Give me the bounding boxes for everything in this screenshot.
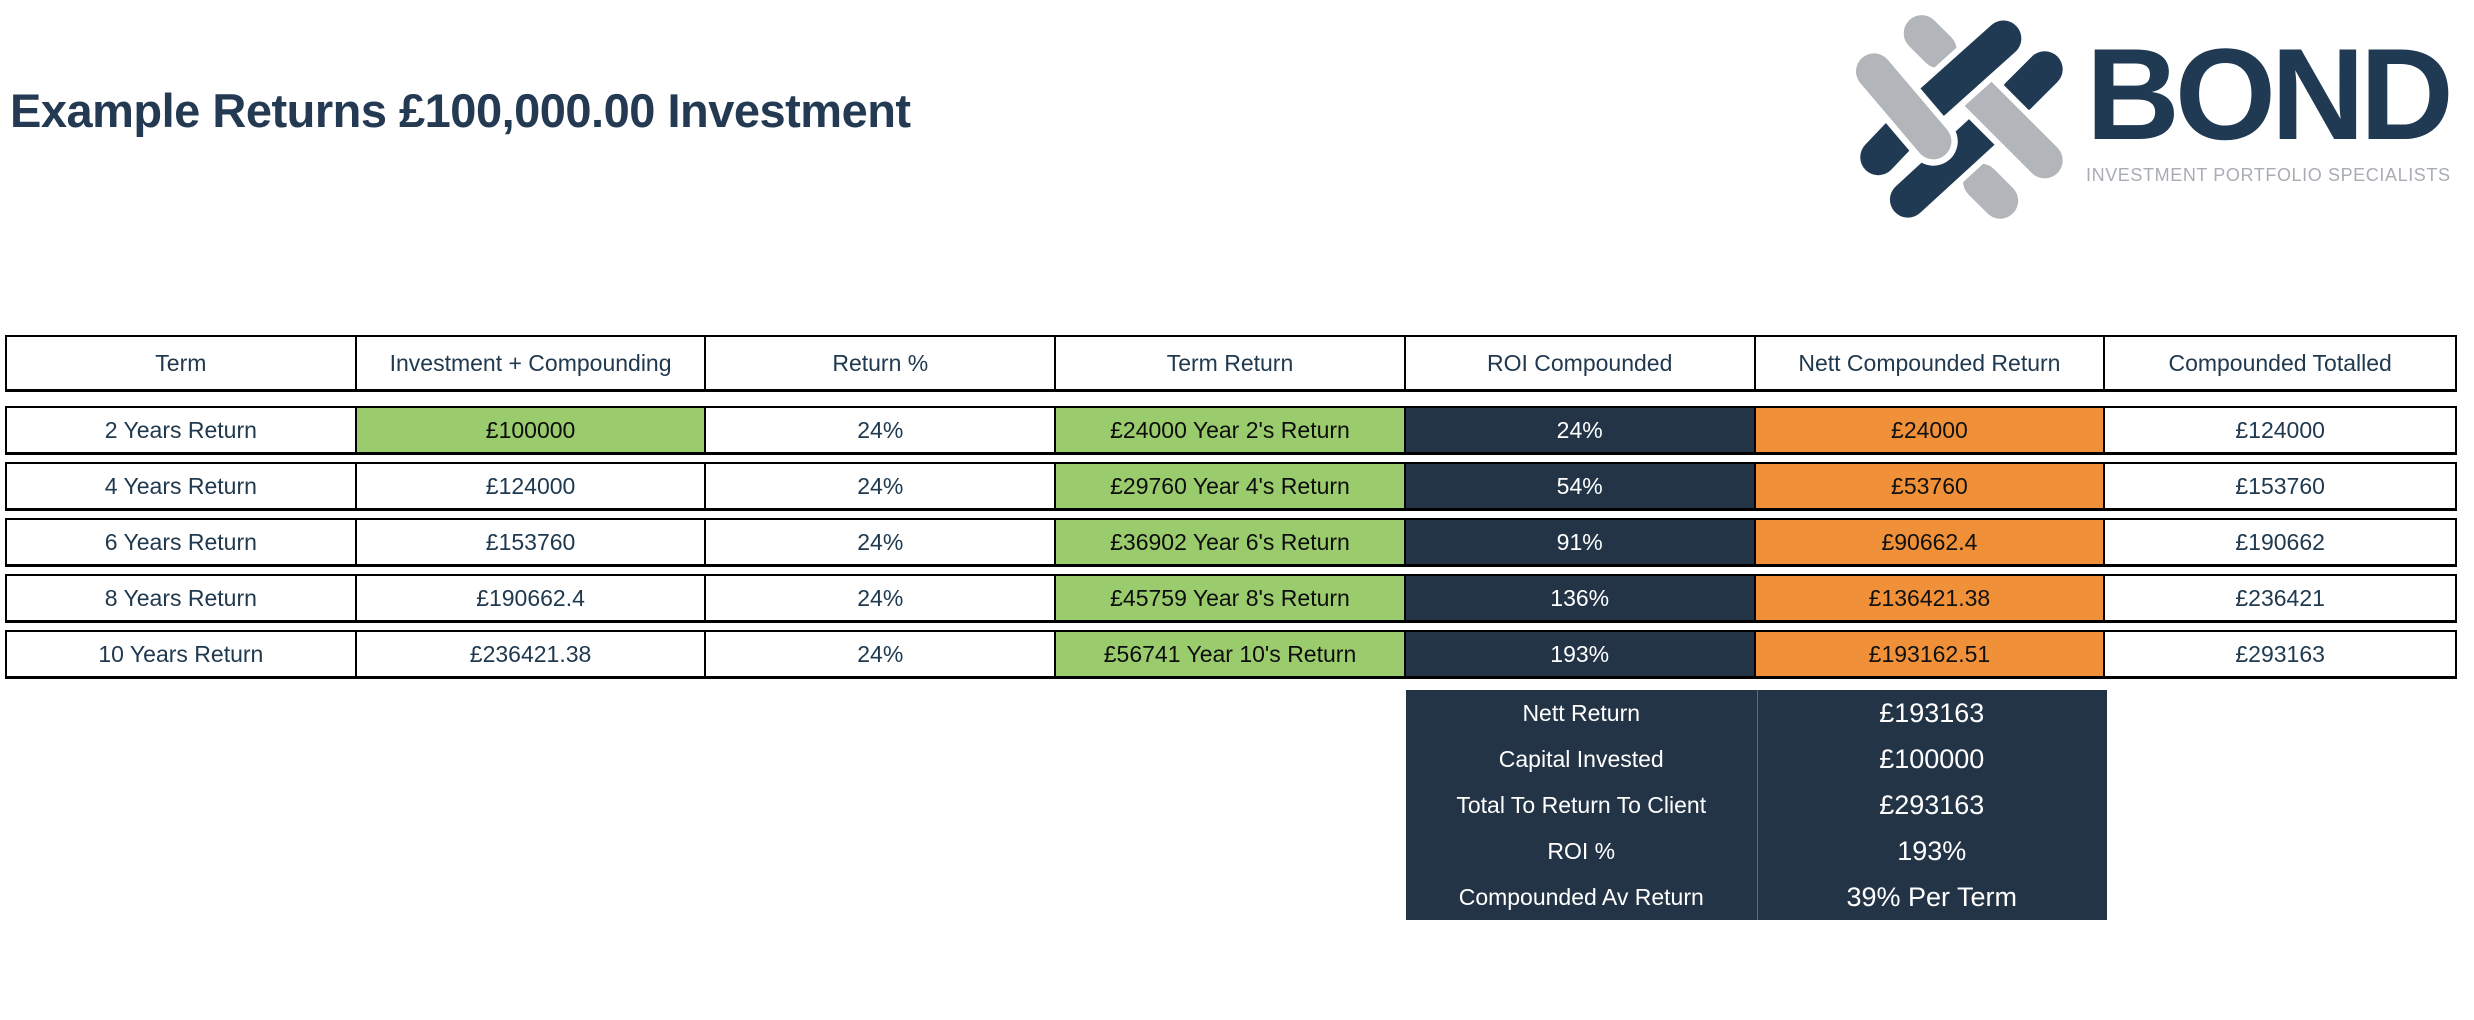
cell-roi-compounded: 136% [1405,576,1756,620]
cell-investment: £124000 [357,464,707,508]
summary-panel: Nett Return £193163 Capital Invested £10… [1406,690,2107,920]
cell-nett-compounded: £53760 [1755,464,2106,508]
table-row: 8 Years Return £190662.4 24% £45759 Year… [5,574,2457,623]
cell-investment: £100000 [356,408,707,452]
bond-logo: BOND INVESTMENT PORTFOLIO SPECIALISTS [1856,10,2468,235]
summary-label-capital-invested: Capital Invested [1498,745,1664,772]
cell-compounded-total: £190662 [2235,528,2325,555]
cell-compounded-total: £153760 [2235,472,2325,499]
cell-compounded-total: £124000 [2235,416,2325,443]
cell-term-return: £36902 Year 6's Return [1056,520,1406,564]
logo-tagline: INVESTMENT PORTFOLIO SPECIALISTS [2086,165,2451,185]
cell-investment: £236421.38 [357,632,707,676]
summary-value-nett-return: £193163 [1879,697,1985,728]
cell-investment: £190662.4 [357,576,707,620]
weave-logo-icon [1856,14,2068,224]
summary-row: ROI % 193% [1406,828,2107,874]
cell-nett-compounded: £90662.4 [1755,520,2106,564]
header-investment: Investment + Compounding [357,337,707,389]
header-term-return: Term Return [1056,337,1406,389]
cell-compounded-total: £236421 [2235,584,2325,611]
summary-value-total-to-client: £293163 [1879,789,1985,820]
cell-investment: £153760 [357,520,707,564]
header-nett-compounded: Nett Compounded Return [1756,337,2106,389]
header-roi-compounded: ROI Compounded [1406,337,1756,389]
summary-row: Capital Invested £100000 [1406,736,2107,782]
cell-term: 6 Years Return [7,520,357,564]
cell-return-pct: 24% [706,464,1057,508]
table-row: 4 Years Return £124000 24% £29760 Year 4… [5,462,2457,511]
table-row: 6 Years Return £153760 24% £36902 Year 6… [5,518,2457,567]
logo-text: BOND INVESTMENT PORTFOLIO SPECIALISTS [2086,21,2466,186]
summary-value-capital-invested: £100000 [1879,743,1985,774]
summary-value-compounded-av: 39% Per Term [1846,881,2018,912]
table-row: 10 Years Return £236421.38 24% £56741 Ye… [5,630,2457,679]
returns-table: Term Investment + Compounding Return % T… [5,335,2457,686]
cell-roi-compounded: 193% [1405,632,1756,676]
cell-return-pct: 24% [706,408,1057,452]
cell-term-return: £56741 Year 10's Return [1056,632,1406,676]
cell-compounded-total: £293163 [2235,640,2325,667]
summary-label-roi-pct: ROI % [1547,837,1616,864]
cell-term-return: £45759 Year 8's Return [1056,576,1406,620]
summary-value-roi-pct: 193% [1897,835,1967,866]
header-compounded-total: Compounded Totalled [2168,349,2392,376]
header-term: Term [7,337,357,389]
cell-roi-compounded: 91% [1405,520,1756,564]
cell-nett-compounded: £24000 [1755,408,2106,452]
cell-return-pct: 24% [706,632,1057,676]
summary-label-total-to-client: Total To Return To Client [1456,791,1707,818]
summary-row: Total To Return To Client £293163 [1406,782,2107,828]
summary-row: Compounded Av Return 39% Per Term [1406,874,2107,920]
table-header-row: Term Investment + Compounding Return % T… [5,335,2457,392]
summary-label-nett-return: Nett Return [1522,699,1641,726]
cell-return-pct: 24% [706,576,1057,620]
summary-label-compounded-av: Compounded Av Return [1458,883,1704,910]
cell-return-pct: 24% [706,520,1057,564]
cell-term: 8 Years Return [7,576,357,620]
summary-divider [1756,690,1758,920]
cell-nett-compounded: £193162.51 [1755,632,2106,676]
cell-term: 10 Years Return [7,632,357,676]
header-return-pct: Return % [706,337,1057,389]
cell-term: 2 Years Return [7,408,357,452]
cell-term-return: £24000 Year 2's Return [1056,408,1406,452]
table-row: 2 Years Return £100000 24% £24000 Year 2… [5,406,2457,455]
logo-brand-name: BOND [2086,21,2454,167]
cell-roi-compounded: 24% [1405,408,1756,452]
page-title: Example Returns £100,000.00 Investment [10,84,911,137]
cell-nett-compounded: £136421.38 [1755,576,2106,620]
cell-term-return: £29760 Year 4's Return [1056,464,1406,508]
cell-roi-compounded: 54% [1405,464,1756,508]
summary-row: Nett Return £193163 [1406,690,2107,736]
cell-term: 4 Years Return [7,464,357,508]
